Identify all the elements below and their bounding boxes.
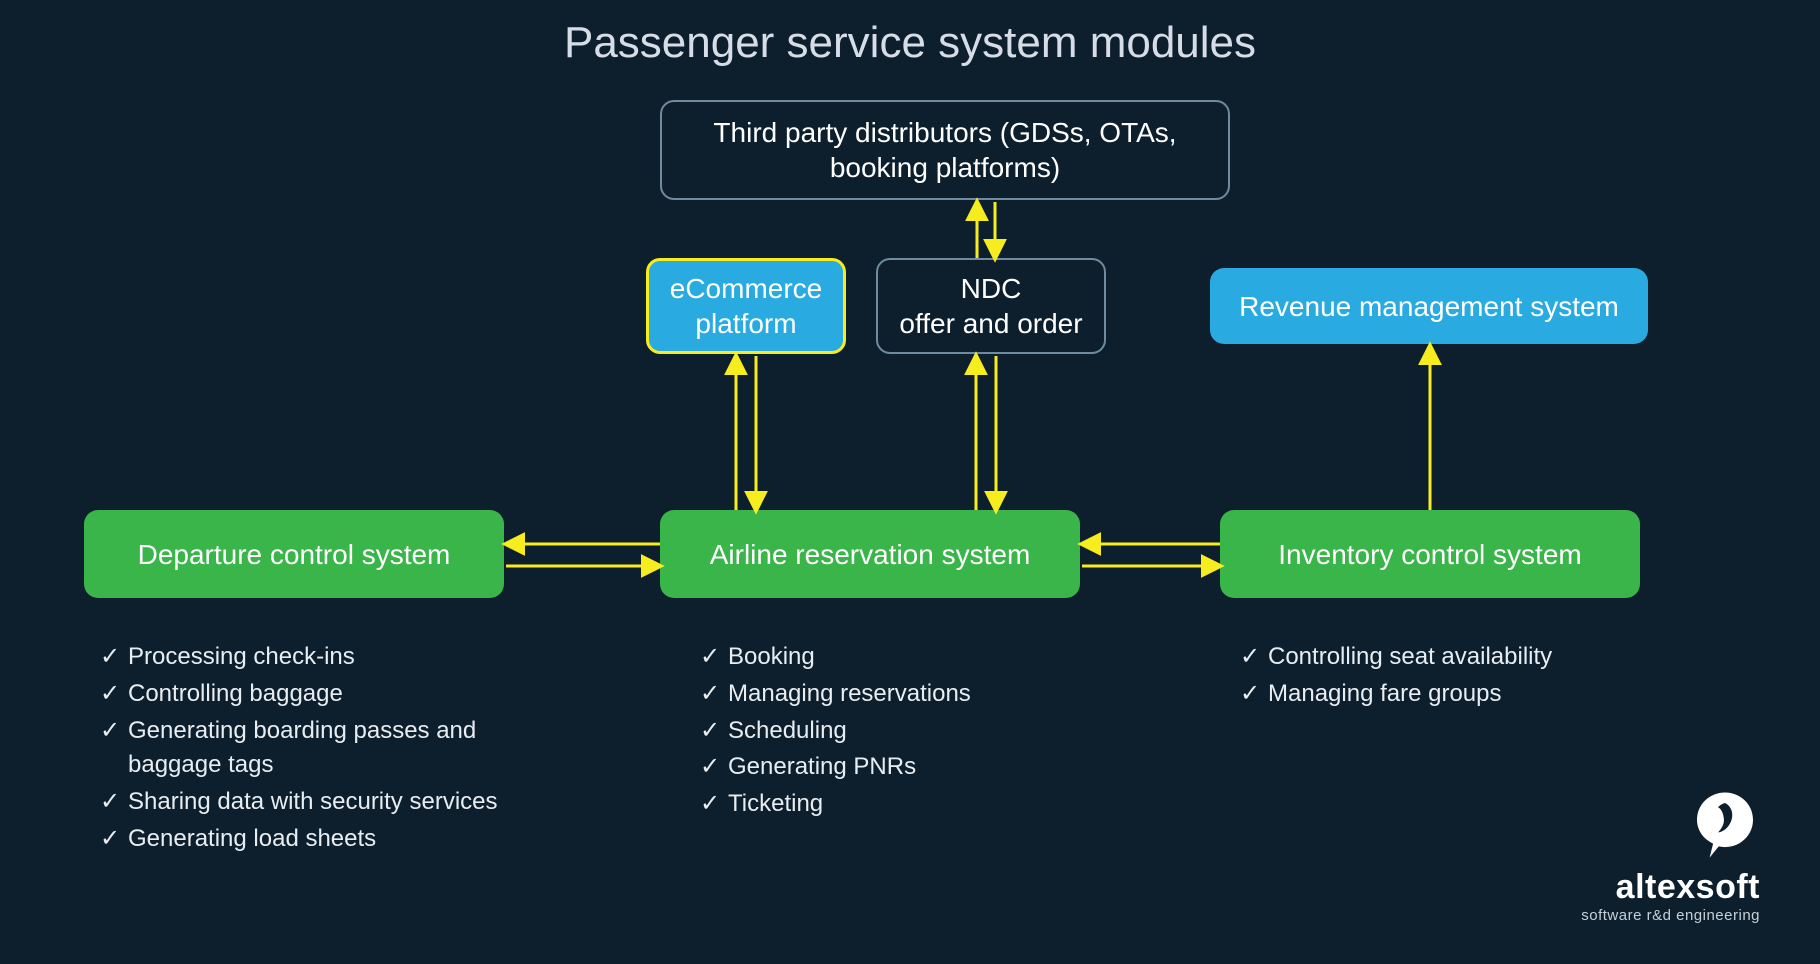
brand-logo: altexsoft software r&d engineering (1581, 789, 1760, 924)
bullets-inventory: Controlling seat availability Managing f… (1240, 640, 1640, 714)
node-inventory: Inventory control system (1220, 510, 1640, 598)
node-ecommerce: eCommerce platform (646, 258, 846, 354)
node-ndc: NDCoffer and order (876, 258, 1106, 354)
list-item: Sharing data with security services (100, 785, 500, 820)
list-item: Generating PNRs (700, 750, 1080, 785)
bullets-departure: Processing check-ins Controlling baggage… (100, 640, 500, 859)
logo-icon (1690, 789, 1760, 859)
diagram-title: Passenger service system modules (0, 18, 1820, 68)
list-item: Ticketing (700, 787, 1080, 822)
list-item: Booking (700, 640, 1080, 675)
list-item: Managing reservations (700, 677, 1080, 712)
list-item: Controlling baggage (100, 677, 500, 712)
list-item: Generating boarding passes and baggage t… (100, 714, 500, 784)
list-item: Managing fare groups (1240, 677, 1640, 712)
node-reservation: Airline reservation system (660, 510, 1080, 598)
list-item: Processing check-ins (100, 640, 500, 675)
list-item: Scheduling (700, 714, 1080, 749)
node-revenue: Revenue management system (1210, 268, 1648, 344)
node-departure: Departure control system (84, 510, 504, 598)
bullets-reservation: Booking Managing reservations Scheduling… (700, 640, 1080, 824)
logo-brand: altexsoft (1581, 868, 1760, 907)
logo-tagline: software r&d engineering (1581, 907, 1760, 924)
node-thirdparty: Third party distributors (GDSs, OTAs, bo… (660, 100, 1230, 200)
list-item: Controlling seat availability (1240, 640, 1640, 675)
list-item: Generating load sheets (100, 822, 500, 857)
